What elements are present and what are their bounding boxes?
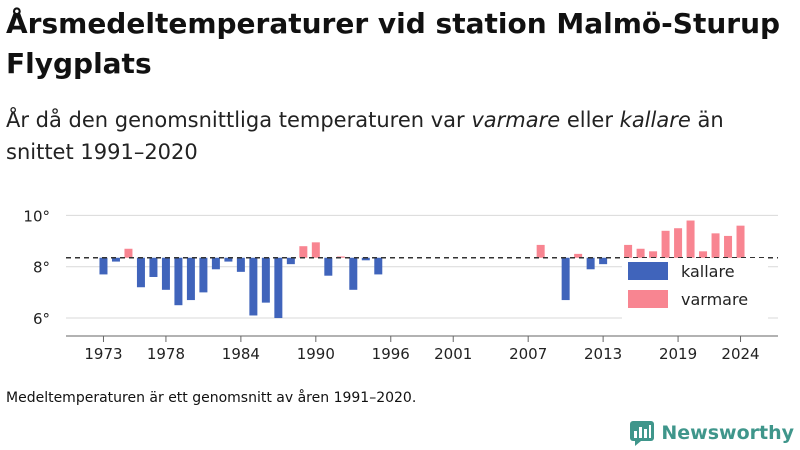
bar-1976 <box>136 257 145 288</box>
bar-2024 <box>736 225 745 258</box>
bar-1981 <box>199 257 208 293</box>
bar-1991 <box>324 257 333 276</box>
bar-1973 <box>99 257 108 275</box>
x-tick-label: 2001 <box>434 345 472 363</box>
bar-1986 <box>261 257 270 303</box>
bar-2016 <box>636 248 645 258</box>
bar-1980 <box>186 257 195 301</box>
brand-name: Newsworthy <box>661 422 794 444</box>
bar-1987 <box>274 257 283 319</box>
bar-1988 <box>286 257 295 265</box>
bar-1984 <box>236 257 245 272</box>
bar-1974 <box>111 257 120 262</box>
bar-2012 <box>586 257 595 270</box>
legend-swatch-warm <box>628 290 668 308</box>
subtitle-text-2: eller <box>560 108 620 132</box>
bar-1977 <box>149 257 158 277</box>
subtitle-text-1: År då den genomsnittliga temperaturen va… <box>6 108 472 132</box>
bar-2021 <box>699 251 708 258</box>
x-tick-label: 1996 <box>372 345 410 363</box>
y-tick-label: 6° <box>33 310 50 328</box>
subtitle-warm-word: varmare <box>471 108 561 132</box>
bar-2017 <box>649 251 658 258</box>
bar-1978 <box>161 257 170 290</box>
bar-2008 <box>536 244 545 258</box>
legend-label-warm: varmare <box>681 290 748 309</box>
legend-swatch-cold <box>628 262 668 280</box>
bar-1985 <box>249 257 258 316</box>
bar-2020 <box>686 220 695 258</box>
subtitle-text-3: än snittet 1991–2020 <box>6 108 724 164</box>
bar-2015 <box>624 244 633 258</box>
legend-label-cold: kallare <box>681 262 735 281</box>
bar-2011 <box>574 253 583 258</box>
x-tick-label: 2024 <box>721 345 759 363</box>
bar-1994 <box>361 257 370 261</box>
x-tick-label: 2013 <box>584 345 622 363</box>
bar-2018 <box>661 230 670 258</box>
bar-1990 <box>311 242 320 258</box>
bar-2023 <box>724 235 733 258</box>
bar-1995 <box>374 257 383 275</box>
y-tick-label: 10° <box>23 207 50 225</box>
subtitle-cold-word: kallare <box>619 108 691 132</box>
bar-2019 <box>674 228 683 258</box>
y-tick-label: 8° <box>33 259 50 277</box>
x-tick-label: 2007 <box>509 345 547 363</box>
bar-1979 <box>174 257 183 306</box>
x-tick-label: 1978 <box>147 345 185 363</box>
footnote: Medeltemperaturen är ett genomsnitt av å… <box>6 390 417 406</box>
temperature-bar-chart: 6° 8° 10° 1973 1978 1984 1990 1996 2001 2007 2013 2… <box>23 207 778 363</box>
bar-1983 <box>224 257 233 262</box>
bar-1975 <box>124 248 133 258</box>
x-tick-label: 1973 <box>84 345 122 363</box>
bar-1982 <box>211 257 220 270</box>
bar-1989 <box>299 246 308 258</box>
bar-1993 <box>349 257 358 290</box>
bar-2022 <box>711 233 720 258</box>
newsworthy-chart-icon <box>630 421 655 446</box>
x-tick-label: 1984 <box>222 345 260 363</box>
newsworthy-logo: Newsworthy <box>629 420 794 446</box>
bar-2013 <box>599 257 608 265</box>
chart-title: Årsmedeltemperaturer vid station Malmö-S… <box>6 7 781 80</box>
bar-2010 <box>561 257 570 301</box>
x-tick-label: 2019 <box>659 345 697 363</box>
chart-subtitle: År då den genomsnittliga temperaturen va… <box>6 104 786 168</box>
x-tick-label: 1990 <box>297 345 335 363</box>
